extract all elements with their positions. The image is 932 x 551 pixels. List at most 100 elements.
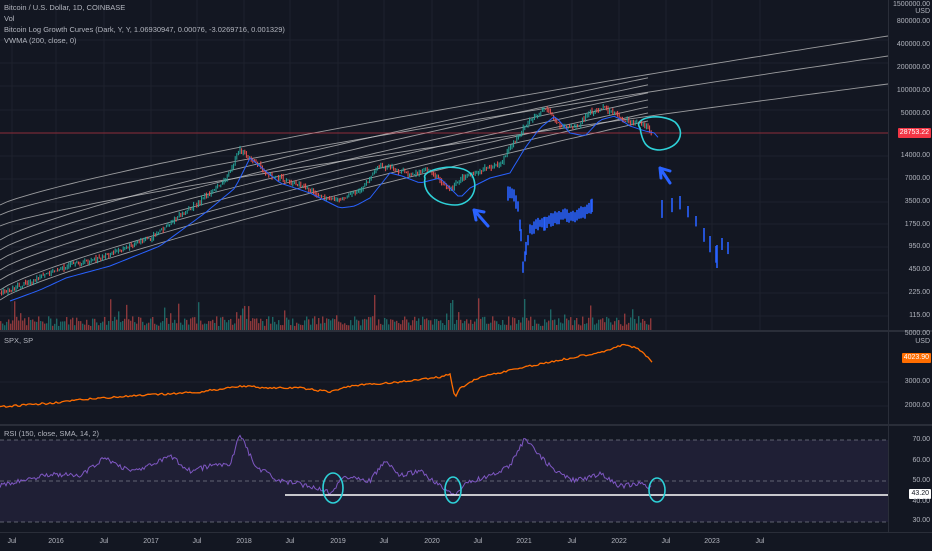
volume-bar [92,318,94,330]
symbol-legend[interactable]: Bitcoin / U.S. Dollar, 1D, COINBASE [4,3,126,12]
volume-bar [404,316,406,330]
annotation-arrow-icon [658,166,672,185]
volume-bar [490,322,492,330]
volume-bar [238,318,240,330]
volume-bar [416,320,418,330]
volume-bar [74,325,76,330]
main-price-axis[interactable]: 1500000.00 USD 800000.00 400000.00 20000… [888,0,932,330]
volume-bar [152,316,154,330]
rsi-pane[interactable]: RSI (150, close, SMA, 14, 2) [0,426,888,532]
volume-bar [402,320,404,330]
pane-separator[interactable] [0,424,932,426]
volume-bar [276,324,278,330]
volume-bar [210,321,212,330]
volume-bar [450,303,452,330]
pane-separator[interactable] [0,330,932,332]
volume-bar [94,318,96,330]
volume-bar [500,325,502,330]
main-chart-pane[interactable]: Bitcoin / U.S. Dollar, 1D, COINBASE Vol … [0,0,888,330]
volume-bar [166,317,168,330]
volume-bar [142,321,144,330]
volume-bar [464,321,466,330]
rsi-axis[interactable]: 70.00 60.00 50.00 43.20 40.00 30.00 [888,426,932,532]
time-tick: 2022 [611,538,627,545]
volume-bar [400,324,402,330]
volume-bar [60,321,62,330]
volume-bar [82,323,84,330]
spx-legend[interactable]: SPX, SP [4,336,34,345]
main-chart-svg [0,0,888,330]
volume-bar [274,321,276,330]
rsi-line [0,434,652,496]
volume-bar [480,318,482,330]
growth-curve [0,35,888,206]
volume-bar [278,320,280,330]
volume-bar [414,316,416,330]
volume-bar [602,318,604,330]
volume-bar [248,306,250,330]
volume-bar [12,320,14,330]
volume-bar [282,325,284,330]
volume-bar [168,323,170,330]
time-tick: Jul [755,538,765,545]
volume-bar [256,318,258,330]
spx-pane[interactable]: SPX, SP [0,332,888,424]
volume-bar [302,325,304,330]
volume-bar [576,317,578,330]
volume-bar [644,320,646,330]
volume-bar [138,316,140,330]
volume-bar [590,305,592,330]
time-tick: 2018 [236,538,252,545]
volume-bar [534,319,536,330]
volume-bar [130,320,132,330]
volume-bar [350,320,352,330]
volume-bar [266,318,268,330]
volume-bar [190,318,192,330]
volume-bar [520,322,522,330]
volume-bar [246,318,248,330]
volume-legend[interactable]: Vol [4,14,15,23]
volume-bar [164,307,166,330]
volume-bar [560,322,562,330]
volume-bar [270,323,272,330]
volume-bar [492,316,494,330]
time-tick: Jul [567,538,577,545]
volume-bar [218,325,220,330]
volume-bar [294,325,296,330]
time-axis[interactable] [0,532,932,551]
axis-tick: 200000.00 [896,64,930,71]
volume-bar [374,295,376,330]
volume-bar [44,323,46,330]
rsi-legend[interactable]: RSI (150, close, SMA, 14, 2) [4,429,100,438]
axis-tick: 50000.00 [900,110,930,117]
volume-bar [344,323,346,330]
volume-bar [148,322,150,330]
volume-bar [348,325,350,330]
growth-curves-legend[interactable]: Bitcoin Log Growth Curves (Dark, Y, Y, 1… [4,25,285,34]
volume-bar [358,320,360,330]
volume-bar [64,321,66,330]
volume-bar [398,323,400,330]
volume-bar [10,323,12,330]
volume-bar [90,325,92,330]
volume-bar [382,324,384,330]
vwma-legend[interactable]: VWMA (200, close, 0) [4,36,77,45]
volume-bar [562,323,564,330]
volume-bar [512,317,514,330]
volume-bar [80,321,82,330]
volume-bar [568,320,570,330]
volume-bar [116,319,118,330]
volume-bar [306,316,308,330]
volume-bar [194,317,196,330]
volume-bar [422,316,424,330]
volume-bar [572,325,574,330]
volume-bar [620,324,622,330]
axis-tick: 70.00 [912,436,930,443]
spx-axis[interactable]: 5000.00 USD 4023.90 3000.00 2000.00 [888,330,932,424]
volume-bar [486,323,488,330]
volume-bar [448,320,450,330]
volume-bar [412,320,414,330]
volume-bar [608,318,610,330]
volume-bar [498,324,500,330]
volume-bar [250,321,252,330]
